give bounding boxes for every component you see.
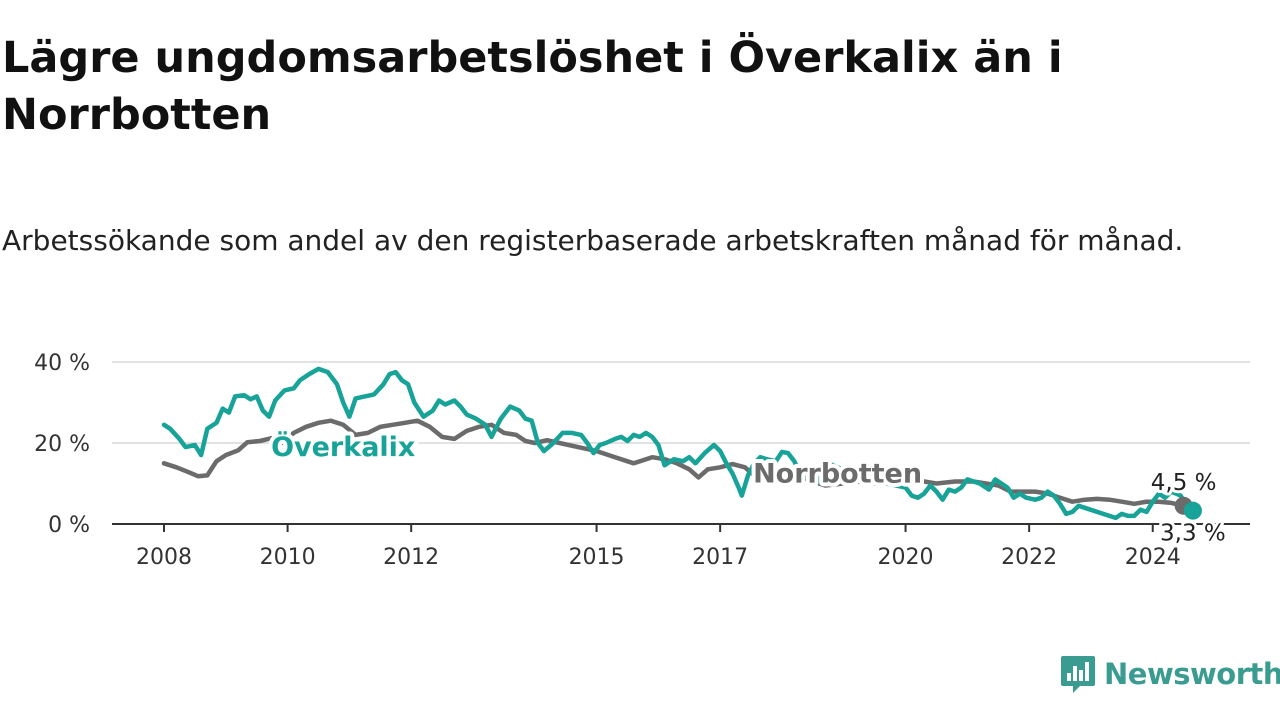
x-tick-label: 2020 [878, 545, 934, 570]
end-label-overkalix: 3,3 % [1160, 521, 1226, 547]
end-marker-overkalix [1183, 501, 1202, 520]
series-label-norrbotten: Norrbotten [753, 458, 922, 489]
end-label-halo-norrbotten: 4,5 % [1151, 470, 1217, 496]
brand-name: Newsworthy [1104, 657, 1280, 691]
y-tick-label: 0 % [48, 513, 90, 538]
series-line-overkalix [161, 366, 1196, 521]
series-label-overkalix: Överkalix [271, 430, 415, 463]
grid-lines [112, 361, 1250, 444]
chart-title: Lägre ungdomsarbetslöshet i Överkalix än… [2, 33, 1063, 140]
y-tick-label: 40 % [34, 351, 90, 376]
series-lines [161, 366, 1196, 521]
x-tick-label: 2012 [383, 545, 439, 570]
x-tick-label: 2022 [1001, 545, 1057, 570]
axes: 0 % 20 % 40 % 2008 2010 2012 2015 2017 2020 2022 2… [34, 351, 1250, 570]
x-tick-label: 2024 [1125, 545, 1181, 570]
brand-logo: Newsworthy [1060, 652, 1280, 696]
bar-chart-speech-bubble-icon [1061, 656, 1095, 693]
x-tick-label: 2008 [136, 545, 192, 570]
series-label-halo-overkalix: Överkalix [271, 430, 415, 463]
end-label-norrbotten: 4,5 % [1151, 470, 1217, 496]
x-tick-label: 2010 [260, 545, 316, 570]
y-tick-label: 20 % [34, 432, 90, 457]
x-tick-label: 2017 [692, 545, 748, 570]
series-label-halo-norrbotten: Norrbotten [753, 458, 922, 489]
x-tick-label: 2015 [569, 545, 625, 570]
chart-subtitle: Arbetssökande som andel av den registerb… [2, 224, 1184, 257]
end-label-halo-overkalix: 3,3 % [1160, 521, 1226, 547]
